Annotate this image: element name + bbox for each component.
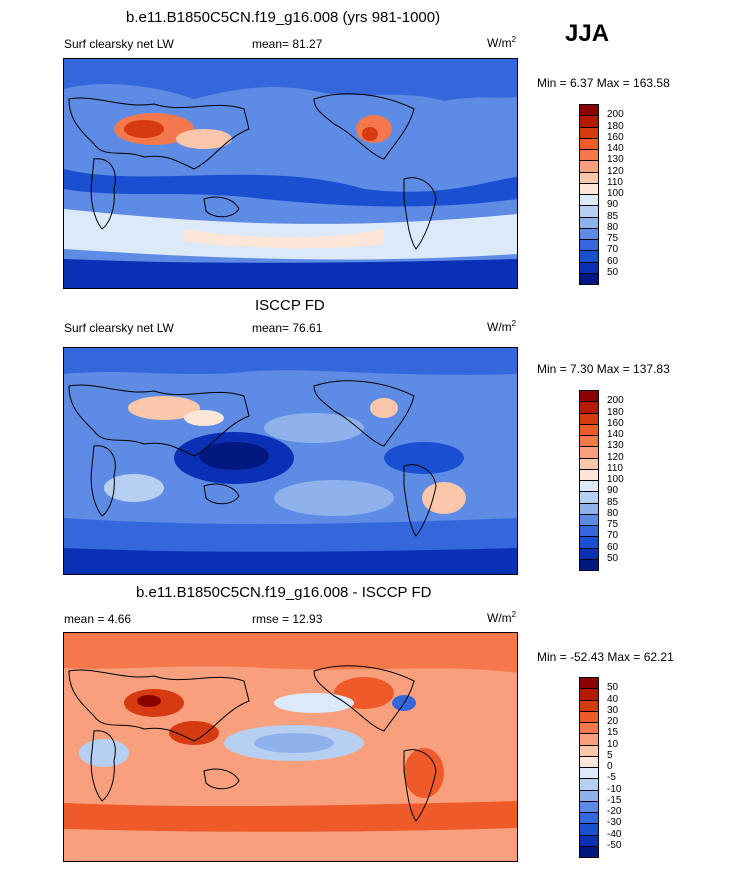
colorbar-tick-label: 120 bbox=[607, 451, 624, 463]
panel3-title: b.e11.B1850C5CN.f19_g16.008 - ISCCP FD bbox=[136, 584, 432, 601]
colorbar-tick-label: 75 bbox=[607, 519, 619, 530]
panel3-rmse-label: rmse = 12.93 bbox=[252, 612, 323, 626]
panel1-variable-label: Surf clearsky net LW bbox=[64, 37, 174, 51]
panel1-map bbox=[63, 58, 518, 289]
colorbar-tick-label: 80 bbox=[607, 221, 619, 233]
colorbar-cell bbox=[579, 845, 599, 858]
panel2-colorbar: 200 180 160 140 130 120 110 100 90 85 80 75 70 60 50 bbox=[579, 390, 659, 571]
colorbar-tick-label: 70 bbox=[607, 244, 619, 256]
panel3-colorbar: 50 40 30 20 15 10 5 0 -5 -10 -15 -20 -30 -40 -50 bbox=[579, 677, 659, 858]
colorbar-tick-label: -5 bbox=[607, 772, 616, 784]
panel1-units: W/m2 bbox=[487, 35, 517, 50]
panel1-colorbar: 200 180 160 140 130 120 110 100 90 85 80 75 70 60 50 bbox=[579, 104, 659, 285]
colorbar-cell bbox=[579, 272, 599, 285]
colorbar-tick-label: 90 bbox=[607, 485, 619, 497]
colorbar-tick-label: 140 bbox=[607, 429, 624, 440]
colorbar-tick-label: 10 bbox=[607, 738, 619, 750]
colorbar-tick-label: 50 bbox=[607, 682, 619, 694]
colorbar-tick-label: 130 bbox=[607, 440, 624, 452]
colorbar-tick-label: 100 bbox=[607, 188, 624, 199]
colorbar-tick-label: 160 bbox=[607, 131, 624, 143]
colorbar-tick-label: 85 bbox=[607, 496, 619, 508]
colorbar-tick-label: 15 bbox=[607, 727, 619, 739]
panel2-units: W/m2 bbox=[487, 319, 517, 334]
colorbar-tick-label: 75 bbox=[607, 233, 619, 244]
colorbar-tick-label: 60 bbox=[607, 541, 619, 553]
colorbar-tick-label: 0 bbox=[607, 761, 613, 772]
panel2-variable-label: Surf clearsky net LW bbox=[64, 321, 174, 335]
colorbar-tick-label: 200 bbox=[607, 395, 624, 407]
panel1-title: b.e11.B1850C5CN.f19_g16.008 (yrs 981-100… bbox=[126, 9, 441, 26]
colorbar-tick-label: 110 bbox=[607, 176, 623, 188]
colorbar-tick-label: 30 bbox=[607, 704, 619, 716]
panel2-map-svg bbox=[64, 348, 517, 574]
panel2-map bbox=[63, 347, 518, 575]
panel1-mean-label: mean= 81.27 bbox=[252, 37, 323, 51]
colorbar-tick-label: 200 bbox=[607, 109, 624, 121]
panel1-map-svg bbox=[64, 59, 517, 288]
colorbar-tick-label: 50 bbox=[607, 266, 619, 278]
colorbar-tick-label: 40 bbox=[607, 693, 619, 705]
colorbar-tick-label: 140 bbox=[607, 143, 624, 154]
colorbar-tick-label: 130 bbox=[607, 154, 624, 166]
colorbar-tick-label: -10 bbox=[607, 783, 622, 795]
colorbar-tick-label: 5 bbox=[607, 749, 613, 761]
colorbar-tick-label: 80 bbox=[607, 507, 619, 519]
colorbar-tick-label: 180 bbox=[607, 406, 624, 418]
colorbar-tick-label: 110 bbox=[607, 462, 623, 474]
season-label: JJA bbox=[565, 20, 610, 47]
colorbar-cell bbox=[579, 558, 599, 571]
colorbar-tick-label: 90 bbox=[607, 199, 619, 211]
colorbar-tick-label: 120 bbox=[607, 165, 624, 177]
panel1-minmax: Min = 6.37 Max = 163.58 bbox=[537, 76, 670, 90]
colorbar-tick-label: 20 bbox=[607, 716, 619, 727]
panel3-units: W/m2 bbox=[487, 610, 517, 625]
colorbar-tick-label: 70 bbox=[607, 530, 619, 542]
colorbar-tick-label: -20 bbox=[607, 806, 622, 817]
colorbar-tick-label: -40 bbox=[607, 828, 622, 840]
colorbar-tick-label: 160 bbox=[607, 417, 624, 429]
panel2-title: ISCCP FD bbox=[255, 297, 325, 314]
panel2-minmax: Min = 7.30 Max = 137.83 bbox=[537, 362, 670, 376]
colorbar-tick-label: 60 bbox=[607, 255, 619, 267]
panel3-minmax: Min = -52.43 Max = 62.21 bbox=[537, 650, 674, 664]
panel3-map-svg bbox=[64, 633, 517, 861]
panel3-map bbox=[63, 632, 518, 862]
colorbar-tick-label: 180 bbox=[607, 120, 624, 132]
panel2-mean-label: mean= 76.61 bbox=[252, 321, 323, 335]
colorbar-tick-label: -15 bbox=[607, 794, 622, 806]
colorbar-tick-label: 100 bbox=[607, 474, 624, 485]
colorbar-tick-label: -30 bbox=[607, 817, 622, 829]
panel3-mean-label: mean = 4.66 bbox=[64, 612, 132, 626]
colorbar-tick-label: 50 bbox=[607, 552, 619, 564]
colorbar-tick-label: 85 bbox=[607, 210, 619, 222]
colorbar-tick-label: -50 bbox=[607, 839, 622, 851]
